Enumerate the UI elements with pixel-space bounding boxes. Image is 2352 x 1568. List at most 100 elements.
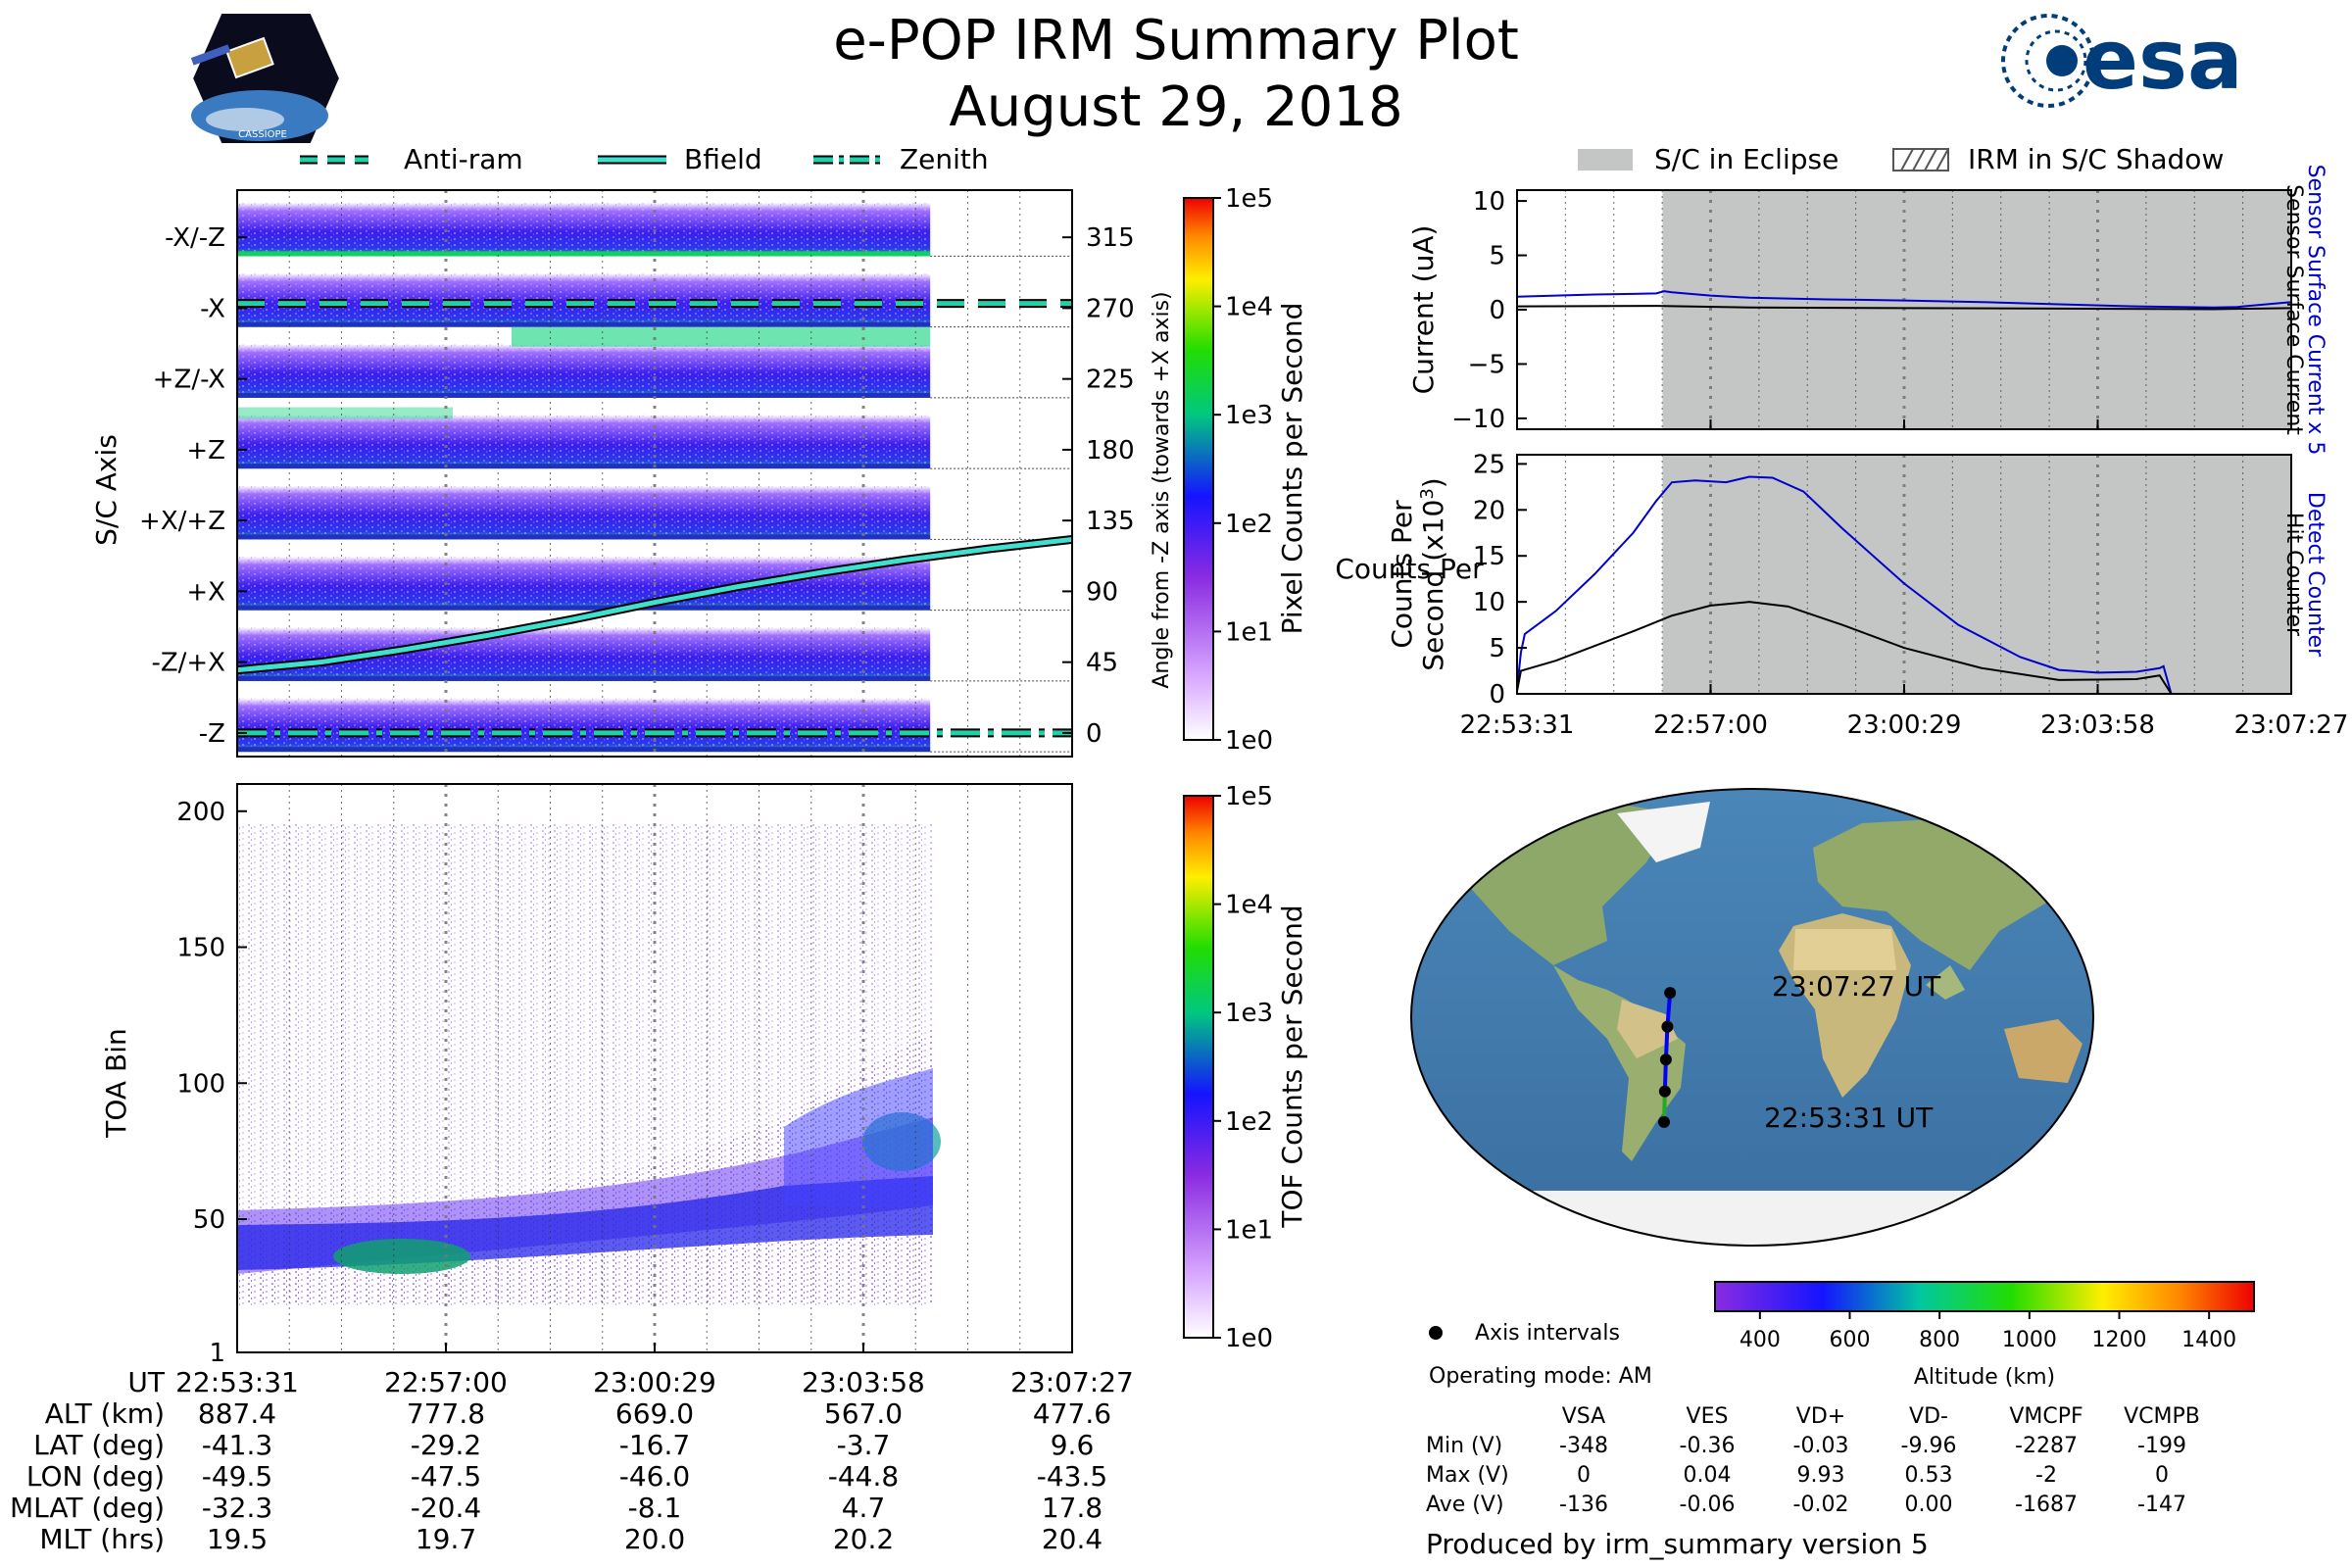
voltage-row-label: Max (V) — [1426, 1463, 1509, 1488]
voltage-cell: -9.96 — [1901, 1434, 1957, 1458]
ephemeris-cell: -47.5 — [411, 1460, 481, 1493]
pixel-colorbar-label: Pixel Counts per Second — [1276, 303, 1308, 635]
pixel-map-ytick-right: 225 — [1086, 366, 1135, 395]
ephemeris-cell: -20.4 — [411, 1492, 481, 1524]
toa-map-ytick: 50 — [193, 1205, 225, 1235]
altitude-tick: 1000 — [2002, 1328, 2057, 1352]
voltage-cell: 0 — [1577, 1463, 1591, 1488]
legend-top-right: S/C in Eclipse IRM in S/C Shadow — [1578, 143, 2224, 175]
colorbar-tick: 1e5 — [1225, 782, 1273, 811]
voltage-cell: -2 — [2035, 1463, 2057, 1488]
line-panel-ytick: 10 — [1473, 588, 1505, 617]
toa-map-ytick: 1 — [209, 1339, 225, 1368]
current-right-label-2: Sensor Surface Current — [2281, 184, 2306, 435]
ephemeris-cell: 17.8 — [1042, 1492, 1102, 1524]
pixel-band-edge — [237, 251, 931, 257]
voltage-cell: -136 — [1559, 1493, 1608, 1517]
voltage-row-label: Ave (V) — [1426, 1493, 1504, 1517]
voltage-cell: 0.53 — [1905, 1463, 1953, 1488]
pixel-map-panel: S/C Axis Angle from -Z axis (towards +X … — [90, 189, 1174, 758]
series-line — [1516, 305, 2292, 311]
voltage-cell: -0.06 — [1680, 1493, 1736, 1517]
ephemeris-cell: 19.5 — [207, 1523, 268, 1555]
colorbar-tick: 1e4 — [1225, 891, 1273, 920]
toa-map-ylabel: TOA Bin — [100, 1028, 132, 1138]
voltage-cell: -1687 — [2015, 1493, 2078, 1517]
counts-eclipse-shading — [1662, 455, 2291, 694]
pixel-map-ylabel: S/C Axis — [90, 434, 122, 546]
voltage-header: VD- — [1909, 1404, 1948, 1429]
pixel-map-ytick: +X/+Z — [139, 507, 225, 536]
colorbar-tick: 1e4 — [1225, 293, 1273, 322]
pixel-band-edge — [237, 321, 931, 327]
ephemeris-cell: 669.0 — [615, 1397, 694, 1430]
voltage-header: VD+ — [1796, 1404, 1845, 1429]
toa-map-ytick: 100 — [176, 1069, 225, 1099]
altitude-tick: 1400 — [2181, 1328, 2236, 1352]
pixel-map-ytick: -X — [200, 294, 225, 323]
colorbar-tick: 1e3 — [1225, 401, 1273, 430]
line-panel-ytick: 20 — [1473, 496, 1505, 525]
legend-zenith-label: Zenith — [900, 143, 989, 175]
voltage-cell: -348 — [1559, 1434, 1608, 1458]
counts-panel: 25 20 15 10 5 0 22:53:31 22:57:00 23:00:29 23:03… — [1335, 450, 2348, 740]
pixel-map-ytick-right: 180 — [1086, 436, 1135, 466]
ephemeris-cell: -46.0 — [619, 1460, 690, 1493]
pixel-map-ytick-right: 0 — [1086, 719, 1102, 749]
pixel-map-ytick: -X/-Z — [165, 223, 225, 253]
toa-map-panel: TOA Bin 200 150 100 50 1 — [100, 783, 1073, 1368]
voltage-cell: 0 — [2155, 1463, 2169, 1488]
colorbar-tick: 1e5 — [1225, 184, 1273, 214]
pixel-map-ytick: +X — [186, 577, 225, 607]
esa-wordmark: esa — [2082, 12, 2243, 108]
ephemeris-cell: -32.3 — [202, 1492, 272, 1524]
voltage-cell: -0.03 — [1793, 1434, 1849, 1458]
pixel-map-ytick-right: 45 — [1086, 649, 1118, 678]
counts-ylabel-line-a: Counts Per — [1386, 500, 1418, 649]
pixel-map-ytick: -Z — [199, 719, 225, 749]
ephemeris-cell: 777.8 — [407, 1397, 485, 1430]
legend-bfield-label: Bfield — [684, 143, 762, 175]
ephemeris-cell: 4.7 — [842, 1492, 886, 1524]
voltage-table: VSA VES VD+ VD- VMCPF VCMPB Min (V) -348 -0.36 -0… — [1426, 1404, 2200, 1517]
altitude-tick: 400 — [1740, 1328, 1781, 1352]
ephemeris-cell: 20.4 — [1042, 1523, 1102, 1555]
line-panel-ytick: 15 — [1473, 542, 1505, 571]
pixel-map-ytick-right: 90 — [1086, 577, 1118, 607]
ephemeris-cell: -49.5 — [202, 1460, 272, 1493]
voltage-cell: -199 — [2137, 1434, 2186, 1458]
counts-ylabel: Counts Per — [1335, 553, 1484, 585]
track-point — [1659, 1054, 1672, 1066]
toa-map-density — [237, 823, 941, 1305]
legend-shadow-swatch — [1892, 148, 1949, 172]
colorbar-tick: 1e1 — [1225, 617, 1273, 647]
ephemeris-row-label: UT — [127, 1366, 165, 1398]
line-panel-ytick: 0 — [1489, 680, 1505, 710]
pixel-map-ytick: +Z/-X — [153, 366, 225, 395]
current-ylabel: Current (uA) — [1407, 225, 1440, 395]
pixel-band-edge — [237, 534, 931, 540]
legend-shadow-label: IRM in S/C Shadow — [1968, 143, 2224, 175]
ephemeris-cell: 887.4 — [198, 1397, 276, 1430]
track-label-start: 22:53:31 UT — [1764, 1102, 1934, 1134]
ephemeris-row-label: ALT (km) — [45, 1397, 165, 1430]
pixel-map-ytick-right: 315 — [1086, 223, 1135, 253]
time-tick-label: 23:07:27 — [2234, 710, 2349, 740]
ephemeris-cell: 567.0 — [824, 1397, 903, 1430]
voltage-header: VSA — [1562, 1404, 1605, 1429]
time-tick-label: 22:53:31 — [1460, 710, 1575, 740]
legend-antiram-label: Anti-ram — [404, 143, 523, 175]
pixel-map-ytick: +Z — [186, 436, 225, 466]
ephemeris-cell: -44.8 — [828, 1460, 899, 1493]
line-panel-ytick: 25 — [1473, 450, 1505, 479]
pixel-band-edge — [237, 675, 931, 681]
counts-right-label-2: Hit Counter — [2281, 513, 2306, 637]
series-line — [1516, 601, 2291, 695]
ephemeris-cell: -29.2 — [411, 1429, 481, 1461]
toa-map-ytick: 150 — [176, 934, 225, 963]
ephemeris-cell: -8.1 — [628, 1492, 682, 1524]
ephemeris-cell: 22:57:00 — [384, 1366, 508, 1398]
voltage-row-label: Min (V) — [1426, 1434, 1502, 1458]
current-right-label-1: Sensor Surface Current x 5 — [2303, 165, 2328, 456]
colorbar-tick: 1e1 — [1225, 1215, 1273, 1245]
